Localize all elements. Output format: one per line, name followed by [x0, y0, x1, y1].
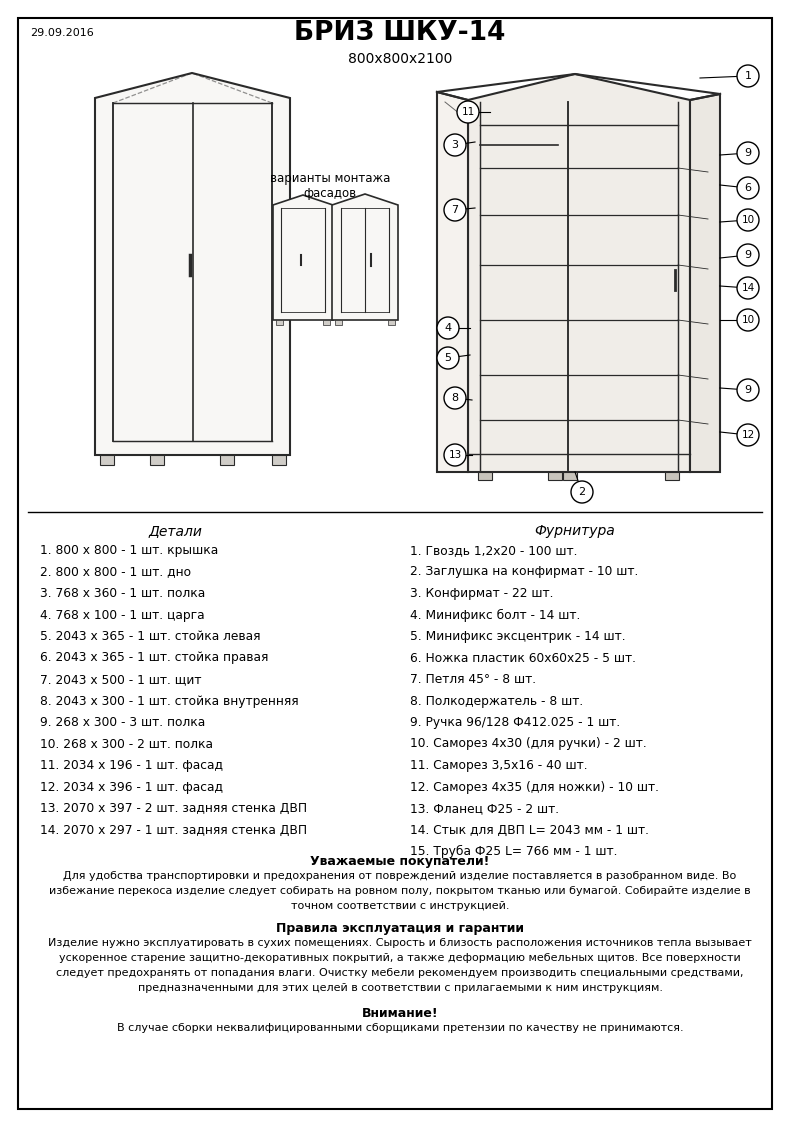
Text: 13. Фланец Ф25 - 2 шт.: 13. Фланец Ф25 - 2 шт.: [410, 802, 559, 815]
Text: 4. Минификс болт - 14 шт.: 4. Минификс болт - 14 шт.: [410, 609, 581, 622]
Text: точном соответствии с инструкцией.: точном соответствии с инструкцией.: [291, 900, 510, 911]
Bar: [150, 455, 164, 465]
Text: 8: 8: [451, 393, 458, 403]
Text: 2. 800 х 800 - 1 шт. дно: 2. 800 х 800 - 1 шт. дно: [40, 566, 191, 578]
Bar: [563, 472, 577, 480]
Text: 2. Заглушка на конфирмат - 10 шт.: 2. Заглушка на конфирмат - 10 шт.: [410, 566, 638, 578]
Text: 8. 2043 х 300 - 1 шт. стойка внутренняя: 8. 2043 х 300 - 1 шт. стойка внутренняя: [40, 694, 299, 708]
Text: 11. Саморез 3,5х16 - 40 шт.: 11. Саморез 3,5х16 - 40 шт.: [410, 758, 588, 772]
Text: Правила эксплуатация и гарантии: Правила эксплуатация и гарантии: [276, 922, 524, 935]
Text: 1: 1: [744, 71, 751, 81]
Text: 7: 7: [451, 205, 458, 215]
Bar: [100, 455, 114, 465]
Text: 13: 13: [449, 450, 461, 460]
Text: варианты монтажа
фасадов: варианты монтажа фасадов: [270, 172, 390, 199]
Circle shape: [737, 208, 759, 231]
Text: 5. 2043 х 365 - 1 шт. стойка левая: 5. 2043 х 365 - 1 шт. стойка левая: [40, 630, 261, 644]
Text: ускоренное старение защитно-декоративных покрытий, а также деформацию мебельных : ускоренное старение защитно-декоративных…: [59, 953, 741, 962]
Circle shape: [737, 65, 759, 87]
Text: 6. 2043 х 365 - 1 шт. стойка правая: 6. 2043 х 365 - 1 шт. стойка правая: [40, 651, 269, 665]
Circle shape: [737, 177, 759, 199]
Text: 5: 5: [445, 353, 452, 363]
Bar: [478, 472, 492, 480]
Text: 8. Полкодержатель - 8 шт.: 8. Полкодержатель - 8 шт.: [410, 694, 583, 708]
Circle shape: [737, 245, 759, 266]
Text: 3. 768 х 360 - 1 шт. полка: 3. 768 х 360 - 1 шт. полка: [40, 587, 205, 600]
Polygon shape: [468, 74, 690, 472]
Polygon shape: [95, 73, 290, 455]
Polygon shape: [437, 92, 468, 472]
Text: 13. 2070 х 397 - 2 шт. задняя стенка ДВП: 13. 2070 х 397 - 2 шт. задняя стенка ДВП: [40, 802, 307, 815]
Text: БРИЗ ШКУ-14: БРИЗ ШКУ-14: [295, 20, 506, 46]
Polygon shape: [332, 194, 398, 320]
Bar: [335, 320, 342, 325]
Text: 9. 268 х 300 - 3 шт. полка: 9. 268 х 300 - 3 шт. полка: [40, 716, 205, 729]
Bar: [548, 472, 562, 480]
Text: 29.09.2016: 29.09.2016: [30, 28, 94, 38]
Text: 7. Петля 45° - 8 шт.: 7. Петля 45° - 8 шт.: [410, 673, 536, 686]
Circle shape: [737, 379, 759, 401]
Circle shape: [571, 481, 593, 503]
Text: 9: 9: [744, 250, 751, 260]
Text: В случае сборки неквалифицированными сборщиками претензии по качеству не принима: В случае сборки неквалифицированными сбо…: [117, 1023, 683, 1033]
Text: 10. 268 х 300 - 2 шт. полка: 10. 268 х 300 - 2 шт. полка: [40, 737, 213, 751]
Polygon shape: [273, 195, 333, 320]
Text: 14. Стык для ДВП L= 2043 мм - 1 шт.: 14. Стык для ДВП L= 2043 мм - 1 шт.: [410, 824, 649, 836]
Text: 1. Гвоздь 1,2х20 - 100 шт.: 1. Гвоздь 1,2х20 - 100 шт.: [410, 544, 577, 557]
Bar: [272, 455, 286, 465]
Text: Фурнитура: Фурнитура: [535, 524, 615, 538]
Text: предназначенными для этих целей в соответствии с прилагаемыми к ним инструкциям.: предназначенными для этих целей в соотве…: [137, 983, 663, 993]
Text: следует предохранять от попадания влаги. Очистку мебели рекомендуем производить : следует предохранять от попадания влаги.…: [56, 968, 743, 978]
Bar: [323, 320, 330, 325]
Text: 3. Конфирмат - 22 шт.: 3. Конфирмат - 22 шт.: [410, 587, 554, 600]
Text: 800х800х2100: 800х800х2100: [348, 52, 452, 66]
Text: избежание перекоса изделие следует собирать на ровном полу, покрытом тканью или : избежание перекоса изделие следует собир…: [49, 886, 750, 896]
Circle shape: [437, 347, 459, 369]
Text: 14. 2070 х 297 - 1 шт. задняя стенка ДВП: 14. 2070 х 297 - 1 шт. задняя стенка ДВП: [40, 824, 307, 836]
Text: 10. Саморез 4х30 (для ручки) - 2 шт.: 10. Саморез 4х30 (для ручки) - 2 шт.: [410, 737, 647, 751]
Circle shape: [737, 309, 759, 331]
Circle shape: [444, 387, 466, 409]
Text: 4. 768 х 100 - 1 шт. царга: 4. 768 х 100 - 1 шт. царга: [40, 609, 205, 621]
Circle shape: [737, 424, 759, 446]
Text: 9: 9: [744, 385, 751, 394]
Text: 11: 11: [461, 107, 475, 117]
Text: 6: 6: [744, 183, 751, 193]
Bar: [220, 455, 234, 465]
Text: 2: 2: [578, 487, 585, 497]
Text: 10: 10: [742, 215, 754, 225]
Circle shape: [737, 142, 759, 165]
Text: 3: 3: [452, 140, 458, 150]
Circle shape: [437, 317, 459, 339]
Text: 7. 2043 х 500 - 1 шт. щит: 7. 2043 х 500 - 1 шт. щит: [40, 673, 201, 686]
Circle shape: [457, 101, 479, 123]
Circle shape: [444, 134, 466, 156]
Text: 5. Минификс эксцентрик - 14 шт.: 5. Минификс эксцентрик - 14 шт.: [410, 630, 626, 644]
Text: 12: 12: [741, 431, 754, 440]
Circle shape: [444, 199, 466, 221]
Text: 14: 14: [741, 283, 754, 293]
Text: 12. 2034 х 396 - 1 шт. фасад: 12. 2034 х 396 - 1 шт. фасад: [40, 781, 223, 793]
Text: 10: 10: [742, 316, 754, 325]
Text: 12. Саморез 4х35 (для ножки) - 10 шт.: 12. Саморез 4х35 (для ножки) - 10 шт.: [410, 781, 659, 793]
Polygon shape: [690, 94, 720, 472]
Text: Изделие нужно эксплуатировать в сухих помещениях. Сырость и близость расположени: Изделие нужно эксплуатировать в сухих по…: [48, 938, 752, 948]
Bar: [388, 320, 395, 325]
Text: 9. Ручка 96/128 Ф412.025 - 1 шт.: 9. Ручка 96/128 Ф412.025 - 1 шт.: [410, 716, 620, 729]
Text: 6. Ножка пластик 60х60х25 - 5 шт.: 6. Ножка пластик 60х60х25 - 5 шт.: [410, 651, 636, 665]
Text: 11. 2034 х 196 - 1 шт. фасад: 11. 2034 х 196 - 1 шт. фасад: [40, 758, 223, 772]
Text: Уважаемые покупатели!: Уважаемые покупатели!: [310, 855, 490, 868]
Text: 4: 4: [445, 323, 452, 332]
Circle shape: [444, 444, 466, 465]
Bar: [665, 472, 679, 480]
Bar: [276, 320, 283, 325]
Text: Внимание!: Внимание!: [362, 1008, 438, 1020]
Text: 9: 9: [744, 148, 751, 158]
Text: 15. Труба Ф25 L= 766 мм - 1 шт.: 15. Труба Ф25 L= 766 мм - 1 шт.: [410, 845, 618, 858]
Circle shape: [737, 277, 759, 299]
Text: Детали: Детали: [148, 524, 202, 538]
Text: 1. 800 х 800 - 1 шт. крышка: 1. 800 х 800 - 1 шт. крышка: [40, 544, 218, 557]
Text: Для удобства транспортировки и предохранения от повреждений изделие поставляется: Для удобства транспортировки и предохран…: [63, 871, 736, 881]
